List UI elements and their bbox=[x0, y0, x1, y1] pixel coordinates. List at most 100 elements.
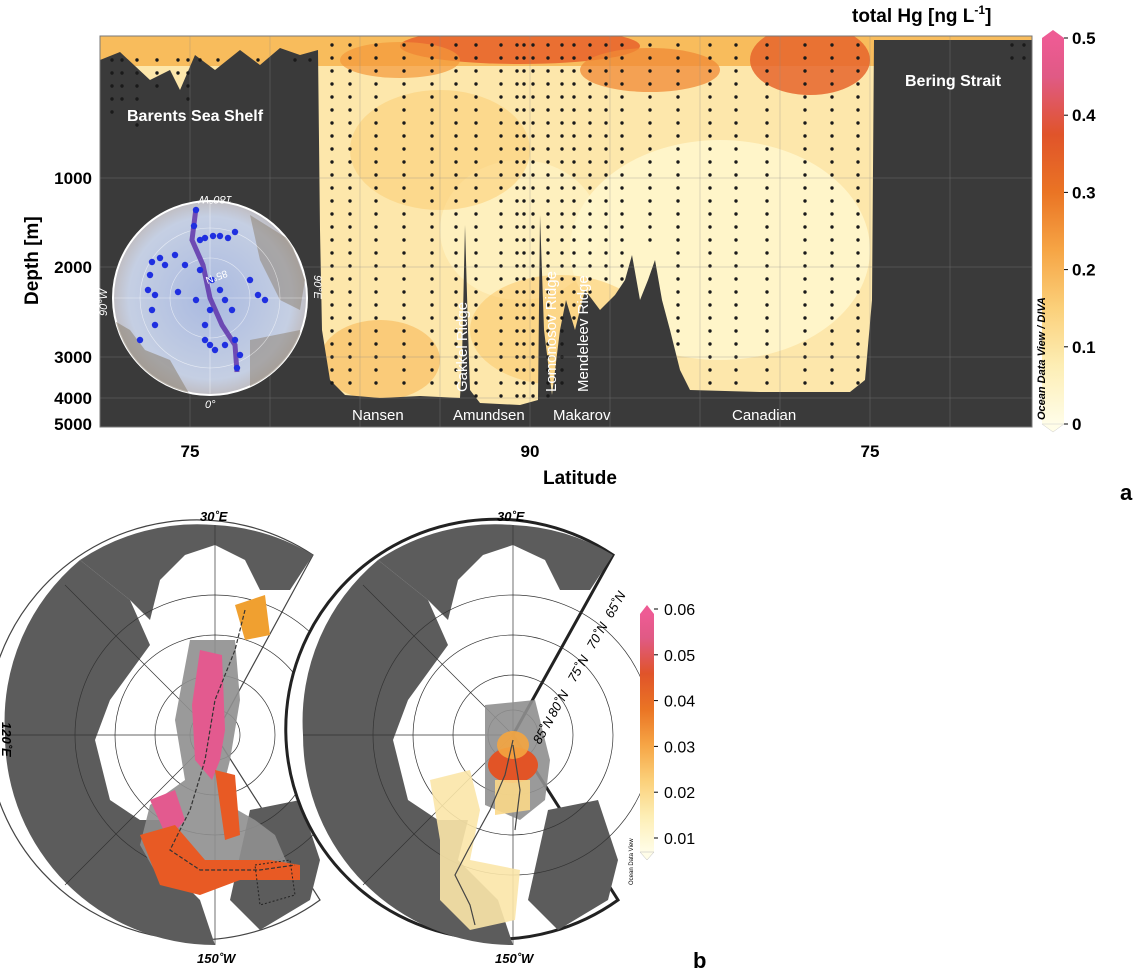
station-dot bbox=[474, 225, 478, 229]
station-dot bbox=[734, 173, 738, 177]
station-dot bbox=[474, 277, 478, 281]
station-dot bbox=[120, 58, 124, 62]
station-dot bbox=[803, 225, 807, 229]
station-dot bbox=[708, 238, 712, 242]
inset-station-dot bbox=[174, 288, 182, 296]
lat-label-65n: 65˚N bbox=[602, 588, 629, 620]
station-dot bbox=[676, 238, 680, 242]
station-dot bbox=[708, 290, 712, 294]
station-dot bbox=[454, 290, 458, 294]
station-dot bbox=[734, 199, 738, 203]
station-dot bbox=[765, 316, 769, 320]
station-dot bbox=[454, 381, 458, 385]
station-dot bbox=[402, 186, 406, 190]
station-dot bbox=[856, 69, 860, 73]
station-dot bbox=[430, 95, 434, 99]
station-dot bbox=[522, 121, 526, 125]
station-dot bbox=[374, 82, 378, 86]
station-dot bbox=[830, 277, 834, 281]
station-dot bbox=[765, 147, 769, 151]
station-dot bbox=[522, 95, 526, 99]
station-dot bbox=[402, 56, 406, 60]
station-dot bbox=[572, 95, 576, 99]
station-dot bbox=[515, 251, 519, 255]
station-dot bbox=[588, 43, 592, 47]
station-dot bbox=[560, 251, 564, 255]
station-dot bbox=[572, 225, 576, 229]
station-dot bbox=[402, 173, 406, 177]
station-dot bbox=[474, 381, 478, 385]
station-dot bbox=[546, 134, 550, 138]
station-dot bbox=[499, 342, 503, 346]
inset-station-dot bbox=[151, 321, 159, 329]
station-dot bbox=[648, 212, 652, 216]
station-dot bbox=[474, 290, 478, 294]
station-dot bbox=[348, 108, 352, 112]
station-dot bbox=[155, 84, 159, 88]
station-dot bbox=[604, 147, 608, 151]
inset-land bbox=[250, 215, 305, 310]
cruise-track bbox=[512, 744, 521, 831]
station-dot bbox=[803, 303, 807, 307]
station-dot bbox=[676, 290, 680, 294]
station-dot bbox=[374, 43, 378, 47]
hg-field-pale bbox=[495, 780, 530, 815]
colorbar-tick-label: 0.02 bbox=[664, 785, 695, 802]
station-dot bbox=[135, 110, 139, 114]
colorbar-tick-label: 0.04 bbox=[664, 694, 695, 711]
inset-station-dot bbox=[190, 222, 198, 230]
station-dot bbox=[330, 95, 334, 99]
station-dot bbox=[531, 56, 535, 60]
station-dot bbox=[765, 329, 769, 333]
inset-station-dot bbox=[181, 261, 189, 269]
station-dot bbox=[531, 225, 535, 229]
station-dot bbox=[348, 160, 352, 164]
station-dot bbox=[522, 251, 526, 255]
station-dot bbox=[588, 147, 592, 151]
station-dot bbox=[803, 160, 807, 164]
station-dot bbox=[734, 342, 738, 346]
inset-station-dot bbox=[254, 291, 262, 299]
station-dot bbox=[135, 71, 139, 75]
colorbar-a: 0 0.1 0.2 0.3 0.4 0.5 bbox=[1041, 29, 1096, 434]
station-dot bbox=[454, 303, 458, 307]
station-dot bbox=[546, 56, 550, 60]
station-dot bbox=[348, 316, 352, 320]
station-dot bbox=[546, 43, 550, 47]
inset-station-dot bbox=[201, 234, 209, 242]
inset-station-dot bbox=[209, 232, 217, 240]
station-dot bbox=[499, 121, 503, 125]
station-dot bbox=[348, 95, 352, 99]
station-dot bbox=[620, 56, 624, 60]
station-dot bbox=[803, 290, 807, 294]
station-dot bbox=[348, 173, 352, 177]
station-dot bbox=[1010, 56, 1014, 60]
station-dot bbox=[256, 58, 260, 62]
station-dot bbox=[531, 134, 535, 138]
inset-label-0: 0° bbox=[205, 399, 216, 411]
station-dot bbox=[348, 134, 352, 138]
inset-station-dot bbox=[208, 276, 216, 284]
station-dot bbox=[499, 329, 503, 333]
station-dot bbox=[803, 121, 807, 125]
station-dot bbox=[803, 56, 807, 60]
station-dot bbox=[765, 121, 769, 125]
station-dot bbox=[522, 173, 526, 177]
station-dot bbox=[531, 212, 535, 216]
station-dot bbox=[604, 238, 608, 242]
station-dot bbox=[734, 329, 738, 333]
station-dot bbox=[474, 251, 478, 255]
station-dot bbox=[856, 173, 860, 177]
station-dot bbox=[830, 303, 834, 307]
station-dot bbox=[454, 238, 458, 242]
station-dot bbox=[830, 238, 834, 242]
station-dot bbox=[515, 121, 519, 125]
station-dot bbox=[856, 225, 860, 229]
station-dot bbox=[522, 368, 526, 372]
station-dot bbox=[430, 303, 434, 307]
station-dot bbox=[499, 43, 503, 47]
warm-zone bbox=[320, 320, 440, 400]
station-dot bbox=[402, 329, 406, 333]
station-dot bbox=[765, 212, 769, 216]
map-b-left-side-label: 120˚E bbox=[0, 722, 14, 757]
